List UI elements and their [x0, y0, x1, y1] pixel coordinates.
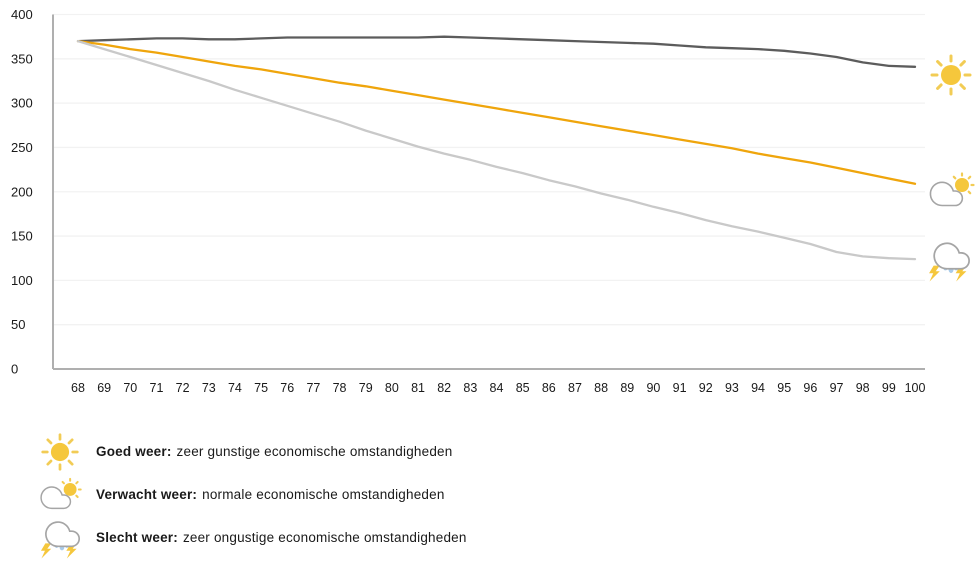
legend-description: normale economische omstandigheden	[202, 487, 445, 502]
svg-text:68: 68	[71, 381, 85, 395]
legend: Goed weer: zeer gunstige economische omst…	[36, 430, 676, 559]
svg-text:200: 200	[11, 184, 33, 199]
sun-icon	[36, 432, 84, 472]
legend-description: zeer ongustige economische omstandighede…	[182, 530, 467, 545]
x-axis-labels: 68 69 70 71 72 73 74 75 76 77 78 79 80 81 82 83 84 85 86 87…	[71, 381, 925, 395]
legend-item-verwacht-weer: Verwacht weer: normale economische omstan…	[36, 473, 676, 516]
svg-text:76: 76	[280, 381, 294, 395]
svg-text:100: 100	[905, 381, 926, 395]
svg-text:71: 71	[150, 381, 164, 395]
legend-description: zeer gunstige economische omstandigheden	[176, 444, 453, 459]
series-line-slecht-weer	[76, 39, 917, 261]
legend-label: Goed weer: zeer gunstige economische omst…	[96, 444, 452, 459]
svg-text:72: 72	[176, 381, 190, 395]
svg-text:69: 69	[97, 381, 111, 395]
svg-text:94: 94	[751, 381, 765, 395]
svg-text:0: 0	[11, 362, 18, 377]
svg-text:83: 83	[463, 381, 477, 395]
svg-text:77: 77	[306, 381, 320, 395]
svg-text:82: 82	[437, 381, 451, 395]
svg-text:91: 91	[673, 381, 687, 395]
legend-item-slecht-weer: Slecht weer: zeer ongustige economische o…	[36, 516, 676, 559]
gridlines	[53, 13, 925, 326]
svg-text:80: 80	[385, 381, 399, 395]
svg-text:400: 400	[11, 7, 33, 22]
svg-text:84: 84	[490, 381, 504, 395]
svg-text:350: 350	[11, 51, 33, 66]
svg-text:97: 97	[830, 381, 844, 395]
legend-term: Slecht weer:	[96, 530, 178, 545]
svg-text:70: 70	[123, 381, 137, 395]
legend-label: Verwacht weer: normale economische omstan…	[96, 487, 445, 502]
line-chart: 400 350 300 250 200 150 100 50 0 68 69 70 71 72 73 74 7…	[11, 7, 925, 395]
series-line-verwacht-weer	[76, 39, 917, 185]
svg-text:89: 89	[620, 381, 634, 395]
cloud-sun-icon	[926, 172, 976, 210]
svg-text:250: 250	[11, 140, 33, 155]
svg-text:85: 85	[516, 381, 530, 395]
svg-text:50: 50	[11, 317, 25, 332]
legend-item-goed-weer: Goed weer: zeer gunstige economische omst…	[36, 430, 676, 473]
y-axis-labels: 400 350 300 250 200 150 100 50 0	[11, 7, 33, 377]
svg-text:92: 92	[699, 381, 713, 395]
svg-text:300: 300	[11, 96, 33, 111]
svg-text:78: 78	[333, 381, 347, 395]
series-line-goed-weer	[76, 35, 917, 68]
storm-cloud-icon	[925, 238, 973, 283]
svg-text:96: 96	[803, 381, 817, 395]
svg-text:81: 81	[411, 381, 425, 395]
svg-text:150: 150	[11, 229, 33, 244]
svg-text:95: 95	[777, 381, 791, 395]
svg-text:87: 87	[568, 381, 582, 395]
legend-term: Goed weer:	[96, 444, 172, 459]
svg-text:73: 73	[202, 381, 216, 395]
storm-cloud-icon	[36, 517, 84, 559]
sun-icon	[929, 53, 973, 97]
legend-label: Slecht weer: zeer ongustige economische o…	[96, 530, 467, 545]
svg-text:88: 88	[594, 381, 608, 395]
svg-text:90: 90	[646, 381, 660, 395]
svg-text:99: 99	[882, 381, 896, 395]
svg-text:79: 79	[359, 381, 373, 395]
svg-text:100: 100	[11, 273, 33, 288]
series-lines	[76, 35, 917, 261]
svg-text:74: 74	[228, 381, 242, 395]
svg-text:93: 93	[725, 381, 739, 395]
svg-text:98: 98	[856, 381, 870, 395]
cloud-sun-icon	[36, 477, 84, 513]
axes	[52, 14, 925, 370]
svg-text:86: 86	[542, 381, 556, 395]
svg-text:75: 75	[254, 381, 268, 395]
legend-term: Verwacht weer:	[96, 487, 198, 502]
